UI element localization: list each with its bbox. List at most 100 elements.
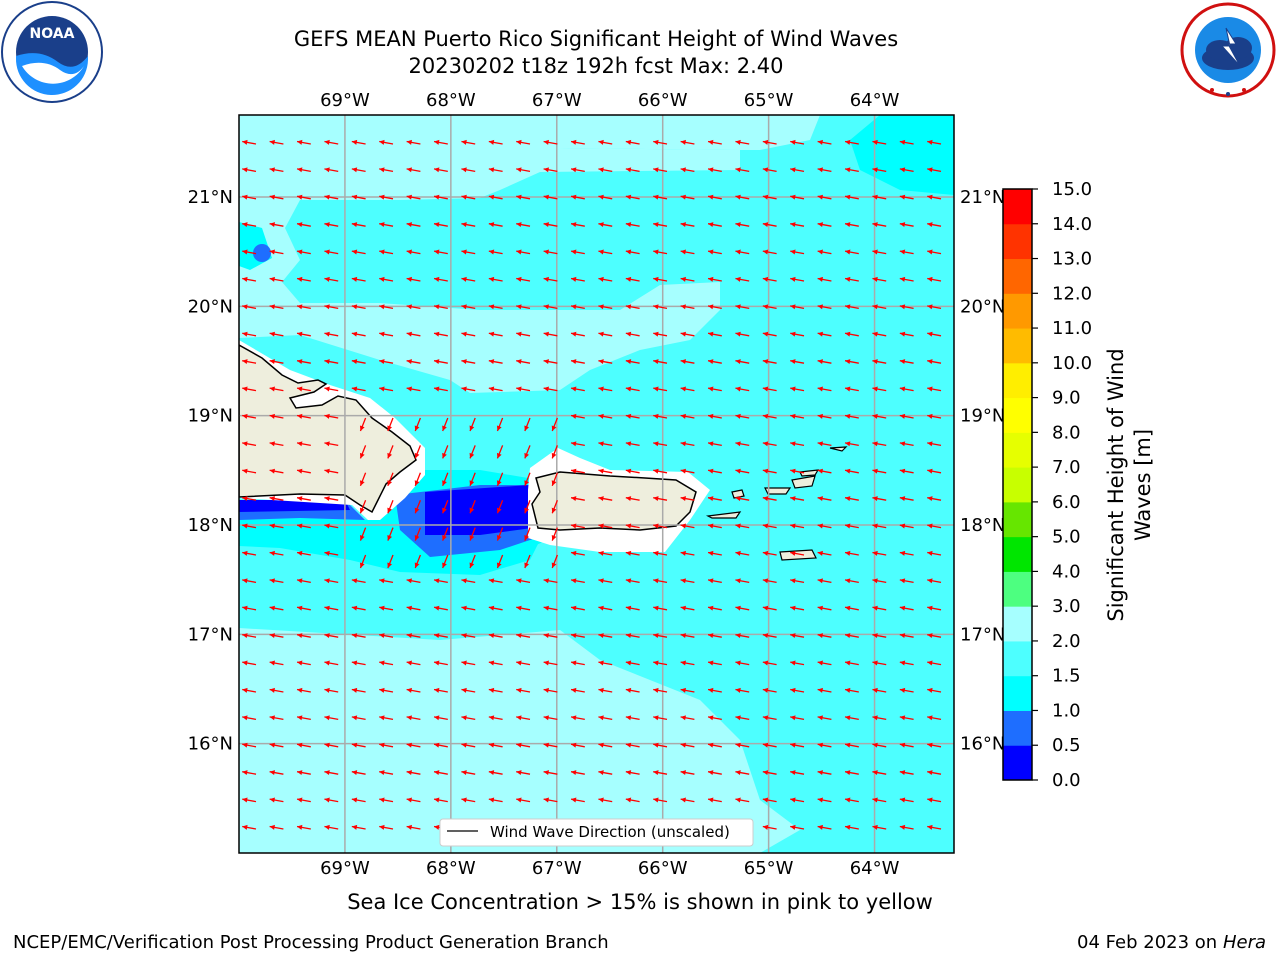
- wave-arrow-364: [242, 523, 257, 529]
- wave-arrow-255: [817, 386, 832, 392]
- colorbar-level-8: [1003, 467, 1032, 503]
- wave-arrow-569: [872, 715, 887, 721]
- wave-arrow-215: [433, 359, 448, 365]
- wave-arrow-239: [379, 386, 394, 392]
- wave-arrow-478: [516, 633, 531, 639]
- wave-arrow-548: [296, 715, 311, 721]
- wave-arrow-89: [543, 222, 558, 228]
- wave-arrow-549: [324, 715, 339, 721]
- wave-arrow-413: [872, 550, 887, 556]
- wave-arrow-94: [680, 222, 695, 228]
- wave-arrow-484: [680, 633, 695, 639]
- wave-arrow-396: [414, 554, 422, 569]
- wave-arrow-19: [762, 139, 777, 145]
- wave-arrow-132: [296, 276, 311, 282]
- wave-arrow-436: [790, 578, 805, 584]
- wave-arrow-455: [598, 605, 613, 611]
- wave-arrow-322: [524, 472, 531, 487]
- wave-arrow-625: [269, 797, 284, 803]
- wave-arrow-418: [296, 578, 311, 584]
- wave-arrow-291: [387, 445, 394, 459]
- wave-arrow-454: [570, 605, 585, 611]
- colorbar-tick-16: 0.5: [1052, 735, 1081, 756]
- wave-arrow-402: [570, 550, 585, 556]
- wave-arrow-374: [524, 527, 531, 541]
- wave-arrow-192: [516, 331, 531, 337]
- wave-arrow-159: [324, 304, 339, 310]
- wave-arrow-420: [351, 578, 366, 584]
- wave-arrow-176: [790, 304, 805, 310]
- wave-arrow-68: [680, 194, 695, 200]
- wave-arrow-40: [625, 167, 640, 173]
- wave-arrow-588: [680, 742, 695, 748]
- colorbar-level-11: [1003, 362, 1032, 399]
- wave-arrow-517: [872, 660, 887, 666]
- wave-arrow-321: [496, 472, 504, 487]
- wave-arrow-350: [570, 496, 585, 502]
- wave-arrow-429: [598, 578, 613, 584]
- lon-tick-bottom-2: 67°W: [532, 858, 582, 879]
- wave-arrow-422: [406, 578, 421, 584]
- wave-arrow-178: [844, 304, 859, 310]
- wave-arrow-170: [625, 304, 640, 310]
- wave-arrow-110: [406, 249, 421, 255]
- wave-arrow-379: [653, 523, 668, 529]
- wave-arrow-535: [653, 687, 668, 693]
- wave-arrow-139: [488, 276, 503, 282]
- wave-arrow-295: [496, 445, 504, 459]
- wave-arrow-99: [817, 222, 832, 228]
- wave-arrow-277: [707, 413, 722, 419]
- wave-arrow-98: [790, 222, 805, 228]
- wave-arrow-311: [927, 441, 942, 447]
- wave-arrow-415: [927, 550, 942, 556]
- colorbar-tick-2: 13.0: [1052, 249, 1092, 270]
- lat-tick-left-5: 16°N: [188, 734, 233, 755]
- wave-arrow-522: [296, 687, 311, 693]
- wave-arrow-639: [653, 797, 668, 803]
- wave-arrow-369: [387, 527, 394, 541]
- wave-arrow-46: [790, 167, 805, 173]
- land-puerto-rico: [531, 471, 697, 531]
- wave-arrow-298: [570, 441, 585, 447]
- wave-arrow-394: [359, 554, 367, 569]
- wave-arrow-256: [844, 386, 859, 392]
- wave-arrow-274: [625, 413, 640, 419]
- wave-arrow-340: [296, 496, 311, 502]
- wave-arrow-479: [543, 633, 558, 639]
- colorbar-level-6: [1003, 536, 1032, 572]
- wave-arrow-32: [406, 167, 421, 173]
- wave-arrow-231: [872, 359, 887, 365]
- wave-arrow-370: [414, 527, 422, 541]
- wave-arrow-487: [762, 633, 777, 639]
- wave-arrow-427: [543, 578, 558, 584]
- wave-arrow-193: [543, 331, 558, 337]
- colorbar-tick-1: 14.0: [1052, 214, 1092, 235]
- wave-arrow-240: [406, 386, 421, 392]
- wave-arrow-181: [927, 304, 942, 310]
- wave-arrow-553: [433, 715, 448, 721]
- wave-arrow-235: [269, 386, 284, 392]
- wave-arrow-31: [379, 167, 394, 173]
- land-st-croix: [779, 549, 817, 561]
- wave-arrow-651: [269, 824, 284, 830]
- wave-arrow-246: [570, 386, 585, 392]
- chart-title: GEFS MEAN Puerto Rico Significant Height…: [293, 27, 899, 51]
- wave-arrow-75: [872, 194, 887, 200]
- wave-arrow-12: [570, 139, 585, 145]
- wave-arrow-179: [872, 304, 887, 310]
- wave-arrow-24: [899, 139, 914, 145]
- wave-arrow-154: [899, 276, 914, 282]
- wave-arrow-260: [242, 413, 257, 419]
- wave-arrow-93: [653, 222, 668, 228]
- wave-arrow-649: [927, 797, 942, 803]
- wave-arrow-9: [488, 139, 503, 145]
- wave-arrow-520: [242, 687, 257, 693]
- wave-arrow-82: [351, 222, 366, 228]
- wave-arrow-220: [570, 359, 585, 365]
- wave-arrow-489: [817, 633, 832, 639]
- colorbar-level-3: [1003, 640, 1032, 677]
- wave-arrow-116: [570, 249, 585, 255]
- wave-arrow-600: [296, 770, 311, 776]
- wave-arrow-529: [488, 687, 503, 693]
- wave-arrow-33: [433, 167, 448, 173]
